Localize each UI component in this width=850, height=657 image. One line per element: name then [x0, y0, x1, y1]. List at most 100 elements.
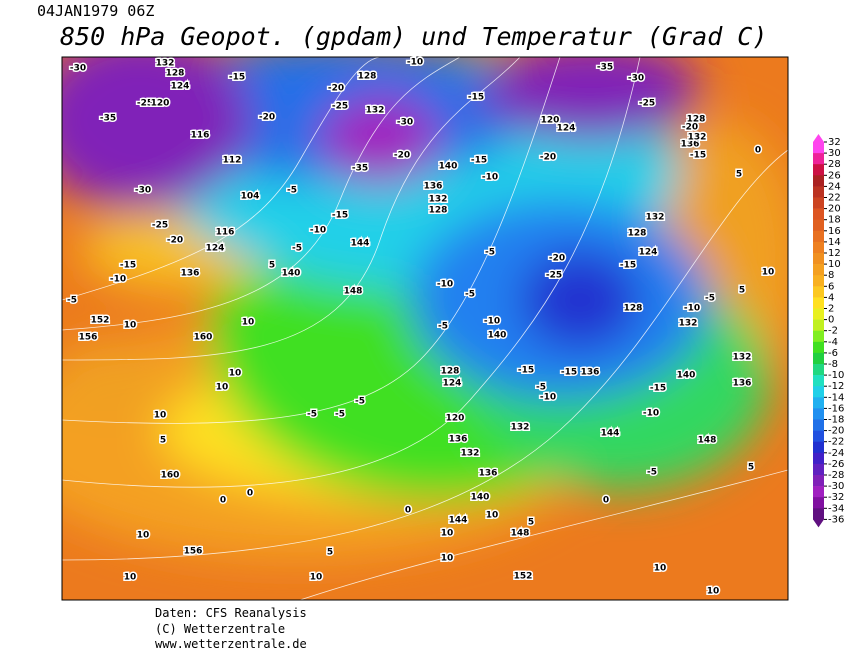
contour-label: -25 — [137, 99, 153, 109]
contour-label: 136 — [181, 269, 200, 279]
colorbar-label: 18 — [828, 215, 841, 226]
contour-label: -5 — [292, 244, 302, 254]
contour-label: -5 — [438, 322, 448, 332]
contour-label: -30 — [628, 74, 644, 84]
contour-label: 128 — [166, 69, 185, 79]
contour-label: -5 — [536, 383, 546, 393]
colorbar-label: -22 — [828, 437, 844, 448]
colorbar-segment — [813, 397, 824, 409]
colorbar-label: -26 — [828, 459, 844, 470]
colorbar-label: -24 — [828, 448, 844, 459]
contour-label: 0 — [220, 496, 226, 506]
colorbar-segment — [813, 175, 824, 187]
colorbar-segment — [813, 286, 824, 298]
contour-label: 140 — [282, 269, 301, 279]
contour-label: 128 — [687, 115, 706, 125]
contour-label: 120 — [151, 99, 170, 109]
contour-label: -35 — [597, 63, 613, 73]
colorbar-label: -10 — [828, 370, 844, 381]
contour-label: 160 — [194, 333, 213, 343]
contour-label: -10 — [484, 317, 500, 327]
colorbar-label: 16 — [828, 226, 841, 237]
contour-label: 112 — [223, 156, 242, 166]
contour-label: -15 — [690, 151, 706, 161]
contour-label: 128 — [624, 304, 643, 314]
colorbar-label: -6 — [828, 348, 838, 359]
colorbar-segment — [813, 463, 824, 476]
colorbar-label: -12 — [828, 381, 844, 392]
colorbar-label: 30 — [828, 148, 841, 159]
colorbar-segment — [813, 408, 824, 420]
contour-label: 10 — [310, 573, 323, 583]
colorbar-label: -14 — [828, 392, 844, 403]
colorbar-segment — [813, 375, 824, 387]
contour-label: 160 — [161, 471, 180, 481]
contour-label: -5 — [465, 290, 475, 300]
contour-label: 132 — [679, 319, 698, 329]
contour-label: 148 — [344, 287, 363, 297]
contour-label: 0 — [755, 146, 761, 156]
contour-label: 5 — [736, 170, 742, 180]
contour-label: 5 — [739, 286, 745, 296]
contour-label: 144 — [601, 429, 620, 439]
contour-label: 10 — [124, 573, 137, 583]
contour-label: -10 — [643, 409, 659, 419]
contour-label: 10 — [762, 268, 775, 278]
contour-label: 132 — [646, 213, 665, 223]
contour-label: -20 — [682, 123, 698, 133]
colorbar-segment — [813, 419, 824, 431]
colorbar-segment — [813, 297, 824, 309]
colorbar-segment — [813, 241, 824, 254]
contour-label: 10 — [654, 564, 667, 574]
colorbar-segment — [813, 386, 824, 398]
contour-label: 156 — [79, 333, 98, 343]
colorbar-label: -30 — [828, 481, 844, 492]
contour-label: -15 — [620, 261, 636, 271]
contour-label: 5 — [528, 518, 534, 528]
contour-label: -20 — [549, 254, 565, 264]
contour-label: 140 — [677, 371, 696, 381]
colorbar-label: 6 — [828, 281, 834, 292]
contour-label: 152 — [91, 316, 110, 326]
contour-label: -10 — [407, 58, 423, 68]
contour-label: 0 — [603, 496, 609, 506]
contour-label: 124 — [557, 124, 576, 134]
colorbar-segment — [813, 253, 824, 265]
contour-label: 0 — [247, 489, 253, 499]
colorbar-label: 2 — [828, 304, 834, 315]
contour-label: 10 — [242, 318, 255, 328]
contour-label: 148 — [511, 529, 530, 539]
colorbar-label: -20 — [828, 426, 844, 437]
contour-label: -5 — [307, 410, 317, 420]
contour-label: 132 — [461, 449, 480, 459]
contour-label: 140 — [471, 493, 490, 503]
colorbar-label: -4 — [828, 337, 838, 348]
contour-label: 120 — [541, 116, 560, 126]
temperature-field — [62, 57, 788, 600]
colorbar-arrow — [813, 519, 824, 528]
contour-label: -35 — [352, 164, 368, 174]
date: 04JAN1979 06Z — [37, 2, 154, 20]
contour-label: 140 — [439, 162, 458, 172]
colorbar-segment — [813, 497, 824, 509]
contour-label: 156 — [184, 547, 203, 557]
contour-label: 132 — [429, 195, 448, 205]
contour-label: 0 — [405, 506, 411, 516]
contour-label: -20 — [259, 113, 275, 123]
colorbar-label: 28 — [828, 159, 841, 170]
colorbar-segment — [813, 452, 824, 465]
contour-label: -5 — [287, 186, 297, 196]
contour-label: 136 — [479, 469, 498, 479]
contour-label: 10 — [441, 529, 454, 539]
colorbar-segment — [813, 330, 824, 343]
colorbar-label: 4 — [828, 292, 834, 303]
contour-label: -30 — [70, 64, 86, 74]
contour-label: 124 — [171, 82, 190, 92]
contour-label: -10 — [310, 226, 326, 236]
contour-label: -15 — [650, 384, 666, 394]
contour-label: -20 — [167, 236, 183, 246]
colorbar-label: 14 — [828, 237, 841, 248]
contour-label: 10 — [124, 321, 137, 331]
contour-label: -20 — [328, 84, 344, 94]
